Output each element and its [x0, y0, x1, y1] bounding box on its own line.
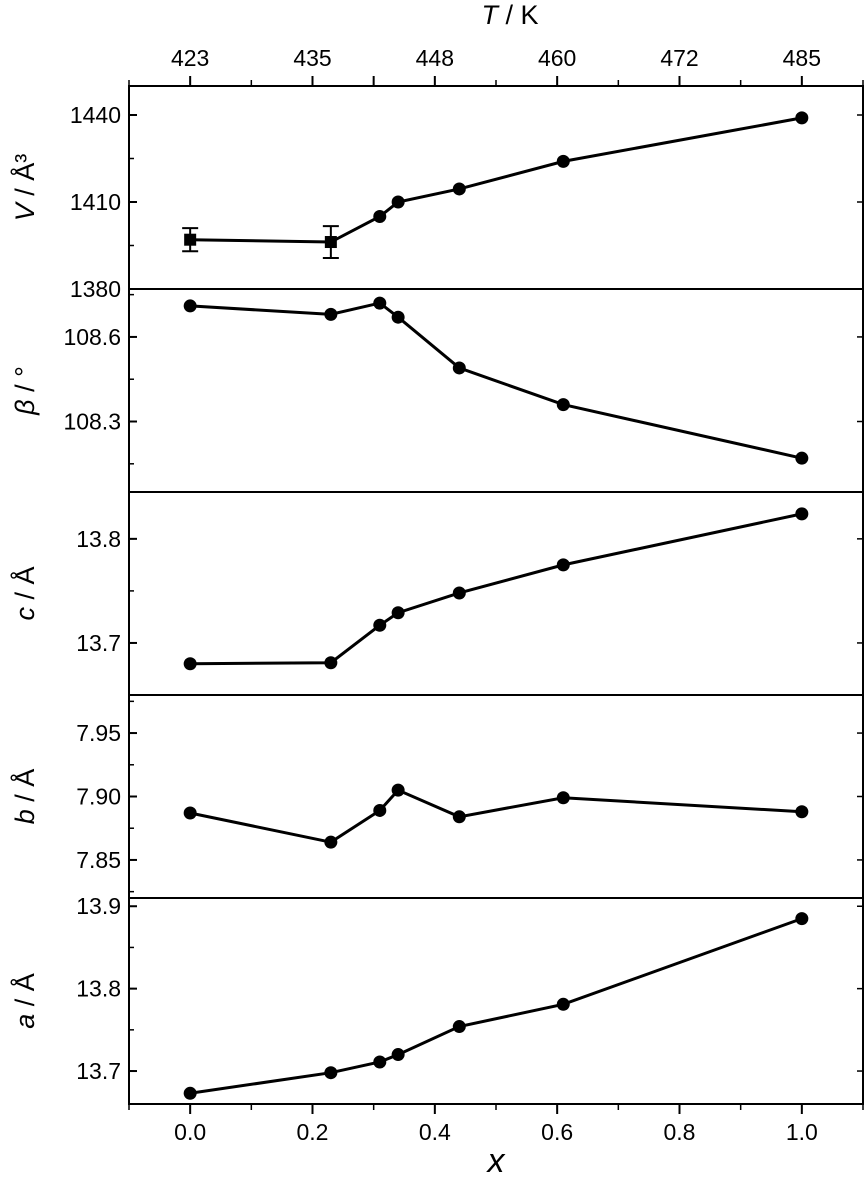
top-tick-label: 460 — [538, 45, 576, 71]
series-line-V — [190, 116, 803, 244]
y-tick-label: 7.90 — [76, 784, 121, 810]
panel-frame — [128, 85, 864, 290]
panel-a: 13.7 13.8 13.9 a / Å — [9, 893, 864, 1105]
x-tick-label: 0.6 — [541, 1119, 573, 1145]
series-line-a — [189, 917, 803, 1095]
y-axis-title-a: a / Å — [9, 973, 40, 1029]
data-point — [183, 299, 197, 313]
data-point — [452, 810, 466, 824]
data-point — [324, 307, 338, 321]
data-point — [324, 835, 338, 849]
x-axis-title: x — [486, 1142, 506, 1180]
y-tick-label: 13.7 — [76, 1058, 121, 1084]
data-point — [795, 451, 809, 465]
y-axis-title-V: V / Å³ — [9, 154, 40, 222]
y-tick-label: 108.3 — [63, 409, 121, 435]
data-point — [452, 182, 466, 196]
y-tick-label: 13.9 — [76, 893, 121, 919]
y-axis-title-beta: β / ° — [10, 366, 40, 416]
data-point — [391, 1048, 405, 1062]
y-tick-label: 13.8 — [76, 526, 121, 552]
y-tick-label: 7.85 — [76, 847, 121, 873]
data-point — [391, 310, 405, 324]
data-point — [183, 1086, 197, 1100]
data-point — [452, 361, 466, 375]
data-point — [795, 912, 809, 926]
y-tick-label: 1440 — [70, 102, 121, 128]
top-tick-label: 423 — [171, 45, 209, 71]
data-point — [324, 656, 338, 670]
data-point — [452, 1020, 466, 1034]
data-point — [391, 195, 405, 209]
data-point — [556, 997, 570, 1011]
data-point — [556, 154, 570, 168]
data-point — [795, 111, 809, 125]
data-point — [184, 233, 197, 246]
panel-beta: 108.3 108.6 β / ° — [10, 288, 864, 493]
top-tick-label: 435 — [293, 45, 331, 71]
data-point — [452, 586, 466, 600]
y-tick-label: 108.6 — [63, 324, 121, 350]
data-point — [795, 507, 809, 521]
top-tick-label: 485 — [783, 45, 821, 71]
data-point — [556, 398, 570, 412]
data-point — [183, 806, 197, 820]
y-tick-label: 7.95 — [76, 720, 121, 746]
y-tick-label: 13.7 — [76, 630, 121, 656]
top-tick-label: 472 — [660, 45, 698, 71]
data-point — [556, 558, 570, 572]
x-tick-label: 0.8 — [664, 1119, 696, 1145]
top-axis-title: T / K — [481, 0, 538, 30]
data-point — [556, 791, 570, 805]
data-point — [324, 1066, 338, 1080]
data-point — [391, 606, 405, 620]
top-tick-label: 448 — [416, 45, 454, 71]
y-axis-title-b: b / Å — [9, 769, 40, 825]
panel-b: 7.85 7.90 7.95 b / Å — [9, 694, 864, 899]
y-axis-title-c: c / Å — [9, 566, 40, 620]
panel-frame — [128, 694, 864, 899]
data-point — [324, 236, 337, 249]
series-line-beta — [190, 301, 803, 460]
data-point — [391, 783, 405, 797]
data-point — [795, 805, 809, 819]
x-tick-label: 0.4 — [419, 1119, 451, 1145]
data-point — [373, 803, 387, 817]
series-line-b — [189, 788, 802, 844]
data-point — [183, 657, 197, 671]
data-point — [373, 296, 387, 310]
data-point — [373, 210, 387, 223]
panel-c: 13.7 13.8 c / Å — [9, 491, 864, 696]
panel-V: 1380 1410 1440 V / Å³ — [9, 85, 864, 302]
panel-frame — [128, 897, 864, 1105]
y-tick-label: 1410 — [70, 189, 121, 215]
data-point — [373, 618, 387, 632]
series-line-c — [190, 512, 803, 666]
panel-frame — [128, 288, 864, 493]
y-tick-label: 1380 — [70, 276, 121, 302]
x-tick-label: 1.0 — [786, 1119, 818, 1145]
x-tick-label: 0.2 — [297, 1119, 329, 1145]
x-tick-label: 0.0 — [174, 1119, 206, 1145]
data-point — [373, 1055, 387, 1069]
y-tick-label: 13.8 — [76, 976, 121, 1002]
